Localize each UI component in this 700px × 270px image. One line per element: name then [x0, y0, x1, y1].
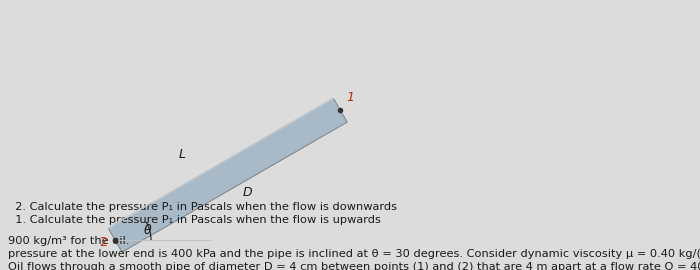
Text: Oil flows through a smooth pipe of diameter D = 4 cm between points (1) and (2) : Oil flows through a smooth pipe of diame… — [8, 262, 700, 270]
Text: 1: 1 — [346, 91, 354, 104]
Text: θ: θ — [144, 224, 151, 238]
Text: 2: 2 — [99, 235, 107, 248]
Text: pressure at the lower end is 400 kPa and the pipe is inclined at θ = 30 degrees.: pressure at the lower end is 400 kPa and… — [8, 249, 700, 259]
Text: L: L — [179, 148, 186, 161]
Text: 900 kg/m³ for the oil.: 900 kg/m³ for the oil. — [8, 236, 130, 246]
Polygon shape — [108, 98, 347, 252]
Text: 2. Calculate the pressure P₁ in Pascals when the flow is downwards: 2. Calculate the pressure P₁ in Pascals … — [8, 202, 397, 212]
Text: 1. Calculate the pressure P₁ in Pascals when the flow is upwards: 1. Calculate the pressure P₁ in Pascals … — [8, 215, 381, 225]
Text: D: D — [243, 187, 253, 200]
